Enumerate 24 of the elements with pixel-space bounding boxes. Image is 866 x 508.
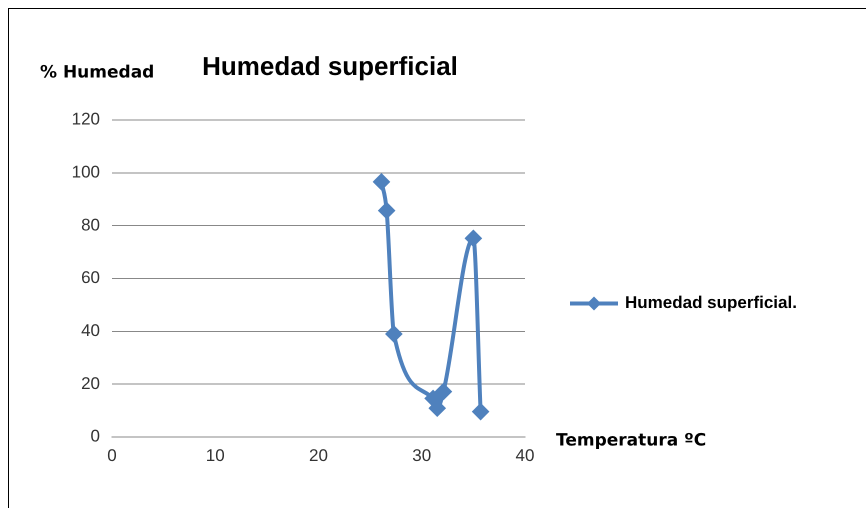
chart-title: Humedad superficial	[202, 51, 458, 82]
point	[386, 326, 402, 342]
point	[472, 404, 489, 420]
point	[435, 384, 452, 400]
point	[429, 400, 446, 416]
point	[425, 390, 442, 406]
x-tick-label: 20	[309, 446, 328, 465]
y-axis-title: % Humedad	[40, 62, 154, 82]
y-tick-label: 80	[81, 215, 100, 234]
x-tick-label: 10	[206, 446, 225, 465]
point	[378, 202, 395, 219]
y-tick-label: 40	[81, 321, 100, 340]
x-tick-label: 40	[516, 446, 534, 465]
y-tick-label: 60	[81, 268, 100, 288]
point	[373, 174, 390, 190]
y-tick-label: 0	[90, 426, 100, 446]
y-tick-label: 20	[81, 374, 100, 393]
legend-label: Humedad superficial.	[625, 293, 797, 312]
point	[465, 230, 482, 246]
x-axis-title: Temperatura ºC	[556, 430, 706, 450]
y-tick-label: 100	[72, 162, 100, 182]
x-tick-label: 30	[412, 446, 432, 465]
y-tick-label: 120	[72, 110, 100, 129]
x-tick-label: 0	[107, 446, 117, 465]
